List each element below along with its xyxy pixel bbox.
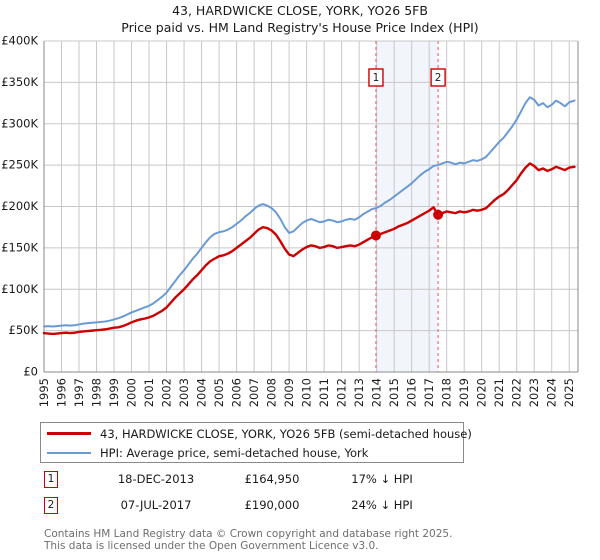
chart-title-block: 43, HARDWICKE CLOSE, YORK, YO26 5FB Pric…: [0, 2, 600, 36]
transaction-price-1: £164,950: [244, 472, 300, 486]
transaction-badge-1: 1: [44, 471, 58, 488]
series-line-hpi: [43, 96, 576, 328]
x-axis-tick-label: 2008: [265, 378, 279, 407]
x-axis-tick-label: 2010: [300, 378, 314, 407]
legend-item-price-paid: 43, HARDWICKE CLOSE, YORK, YO26 5FB (sem…: [41, 424, 472, 443]
x-axis-tick-label: 2013: [352, 378, 366, 407]
table-row: 2 07-JUL-2017 £190,000 24% ↓ HPI: [40, 496, 510, 522]
x-axis-tick-label: 2024: [545, 378, 559, 407]
y-axis-tick-label: £250K: [1, 158, 38, 172]
transaction-marker-label-2: 2: [435, 72, 442, 84]
y-axis-tick-label: £400K: [1, 34, 38, 48]
y-axis-tick-label: £300K: [1, 116, 38, 130]
footer-line-licence: This data is licensed under the Open Gov…: [44, 540, 379, 552]
x-axis-tick-label: 2005: [212, 378, 226, 407]
transaction-badge-2: 2: [44, 497, 58, 514]
x-axis-tick-label: 2015: [387, 378, 401, 407]
transaction-price-2: £190,000: [244, 498, 300, 512]
x-axis-tick-label: 2016: [405, 378, 419, 407]
transactions-table: 1 18-DEC-2013 £164,950 17% ↓ HPI 2 07-JU…: [40, 470, 510, 522]
transaction-point-1: [370, 230, 381, 241]
x-axis-tick-label: 2017: [422, 378, 436, 407]
transaction-marker-box-1[interactable]: [368, 68, 384, 87]
chart-subtitle: Price paid vs. HM Land Registry's House …: [121, 20, 479, 35]
x-axis-tick-label: 1998: [90, 378, 104, 407]
x-axis-tick-label: 2003: [177, 378, 191, 407]
transaction-date-2: 07-JUL-2017: [120, 498, 192, 512]
transaction-date-1: 18-DEC-2013: [117, 472, 195, 486]
x-axis-tick-label: 2007: [247, 378, 261, 407]
chart-legend: 43, HARDWICKE CLOSE, YORK, YO26 5FB (sem…: [40, 422, 472, 463]
x-axis-tick-label: 2001: [142, 378, 156, 407]
transaction-point-2: [433, 209, 444, 220]
x-axis-tick-label: 2019: [457, 378, 471, 407]
x-axis-tick-label: 2002: [160, 378, 174, 407]
x-axis-tick-label: 2018: [440, 378, 454, 407]
y-axis-tick-label: £350K: [1, 75, 38, 89]
x-axis-tick-label: 2004: [195, 378, 209, 407]
x-axis-tick-label: 2014: [370, 378, 384, 407]
x-axis-tick-label: 1995: [37, 378, 51, 407]
legend-label-hpi: HPI: Average price, semi-detached house,…: [100, 445, 369, 460]
x-axis-tick-label: 2025: [562, 378, 576, 407]
legend-swatch-price-paid-icon: [47, 432, 91, 435]
transaction-vs-hpi-2: 24% ↓ HPI: [351, 498, 413, 512]
x-axis-tick-label: 2022: [510, 378, 524, 407]
y-axis-tick-label: £50K: [9, 323, 39, 337]
series-line-price-paid: [42, 162, 576, 336]
footer-line-copyright: Contains HM Land Registry data © Crown c…: [44, 528, 453, 540]
x-axis-tick-label: 2021: [492, 378, 506, 407]
legend-label-price-paid: 43, HARDWICKE CLOSE, YORK, YO26 5FB (sem…: [100, 426, 472, 441]
x-axis-tick-label: 2000: [125, 378, 139, 407]
footer-attribution: Contains HM Land Registry data © Crown c…: [44, 528, 584, 552]
chart-title: 43, HARDWICKE CLOSE, YORK, YO26 5FB: [172, 3, 428, 18]
y-axis-tick-label: £0: [23, 365, 38, 379]
legend-swatch-hpi-icon: [47, 451, 91, 454]
y-axis-tick-label: £100K: [1, 282, 38, 296]
x-axis-tick-label: 1996: [55, 378, 69, 407]
transaction-marker-box-2[interactable]: [430, 68, 446, 87]
table-row: 1 18-DEC-2013 £164,950 17% ↓ HPI: [40, 470, 510, 496]
x-axis-tick-label: 2020: [475, 378, 489, 407]
x-axis-tick-label: 2011: [317, 378, 331, 407]
x-axis-tick-label: 2012: [335, 378, 349, 407]
chart-plot-area: £0 £50K £100K £150K £200K £250K £300K £350K £400…: [1, 34, 579, 407]
x-axis-tick-label: 1997: [72, 378, 86, 407]
x-axis-tick-label: 2009: [282, 378, 296, 407]
x-axis-tick-label: 2006: [230, 378, 244, 407]
y-axis-tick-label: £150K: [1, 240, 38, 254]
legend-item-hpi: HPI: Average price, semi-detached house,…: [41, 443, 463, 462]
y-axis-tick-label: £200K: [1, 199, 38, 213]
transaction-vs-hpi-1: 17% ↓ HPI: [351, 472, 413, 486]
x-axis-tick-label: 1999: [107, 378, 121, 407]
x-axis-tick-label: 2023: [527, 378, 541, 407]
transaction-marker-label-1: 1: [373, 72, 380, 84]
